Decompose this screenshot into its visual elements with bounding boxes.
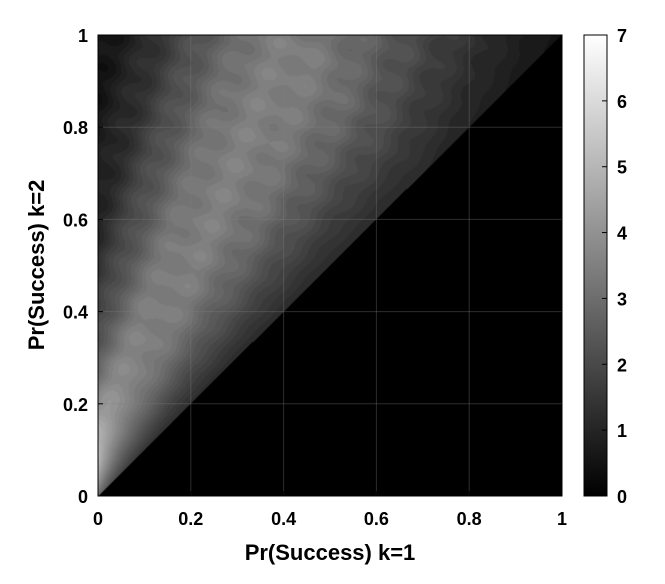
colorbar-tick-label: 5 — [617, 158, 627, 178]
x-tick-label: 0 — [93, 509, 103, 529]
colorbar — [583, 34, 608, 497]
x-tick-label: 0.4 — [271, 509, 296, 529]
y-tick-label: 1 — [78, 26, 88, 46]
x-axis-label: Pr(Success) k=1 — [245, 540, 416, 565]
y-tick-label: 0 — [78, 487, 88, 507]
y-tick-label: 0.6 — [63, 210, 88, 230]
plot-frame — [97, 34, 563, 497]
x-tick-label: 1 — [557, 509, 567, 529]
colorbar-tick-label: 1 — [617, 421, 627, 441]
colorbar-ticks: 0 1 2 3 4 5 6 7 — [602, 26, 627, 507]
colorbar-tick-label: 3 — [617, 289, 627, 309]
y-tick-label: 0.2 — [63, 395, 88, 415]
x-axis-ticks: 0 0.2 0.4 0.6 0.8 1 — [93, 491, 567, 529]
y-axis-ticks: 0 0.2 0.4 0.6 0.8 1 — [63, 26, 103, 507]
x-tick-label: 0.8 — [457, 509, 482, 529]
colorbar-tick-label: 4 — [617, 224, 627, 244]
colorbar-tick-label: 6 — [617, 92, 627, 112]
plot-area — [98, 35, 562, 496]
colorbar-tick-label: 7 — [617, 26, 627, 46]
heatmap-image — [98, 35, 562, 496]
x-tick-label: 0.2 — [178, 509, 203, 529]
y-axis-label: Pr(Success) k=2 — [24, 180, 49, 351]
colorbar-tick-label: 2 — [617, 355, 627, 375]
colorbar-tick-label: 0 — [617, 487, 627, 507]
y-tick-label: 0.4 — [63, 303, 88, 323]
y-tick-label: 0.8 — [63, 118, 88, 138]
x-tick-label: 0.6 — [364, 509, 389, 529]
